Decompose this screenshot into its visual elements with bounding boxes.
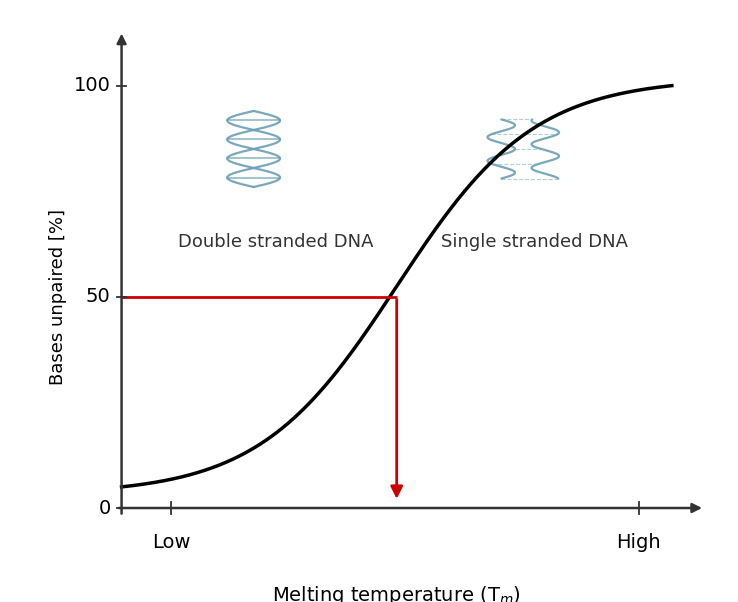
Text: 100: 100 — [74, 76, 111, 95]
Text: High: High — [616, 533, 661, 553]
Text: Melting temperature (T$_m$): Melting temperature (T$_m$) — [272, 584, 521, 602]
Text: 0: 0 — [98, 498, 111, 518]
Text: Bases unpaired [%]: Bases unpaired [%] — [49, 209, 67, 385]
Text: Double stranded DNA: Double stranded DNA — [178, 233, 373, 251]
Text: Single stranded DNA: Single stranded DNA — [441, 233, 628, 251]
Text: Low: Low — [152, 533, 190, 553]
Text: 50: 50 — [86, 287, 111, 306]
